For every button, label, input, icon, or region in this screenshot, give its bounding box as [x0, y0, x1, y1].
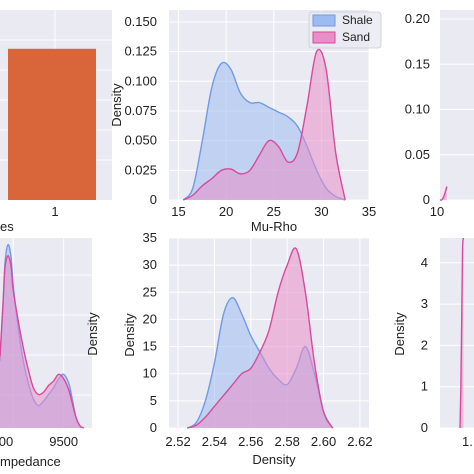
impedance-sand-area [0, 255, 84, 428]
topright-ytick-0.15: 0.15 [405, 56, 430, 71]
density-xtick-2.60: 2.60 [311, 434, 336, 449]
murho-ylabel: Density [109, 83, 124, 127]
density-ytick-20: 20 [143, 311, 157, 326]
topright-xtick-10: 10 [430, 204, 444, 219]
legend-sand-label: Sand [342, 30, 370, 44]
legend-shale-label: Shale [342, 13, 373, 27]
murho-ytick-0.150: 0.150 [124, 14, 157, 29]
density-ylabel: Density [122, 313, 137, 357]
bottomright-sand-line [459, 237, 465, 429]
density-xtick-2.62: 2.62 [347, 434, 372, 449]
density-xtick-2.54: 2.54 [202, 434, 227, 449]
impedance-ylabel: Density [85, 312, 100, 356]
density-ytick-5: 5 [150, 393, 157, 408]
topright-ytick-0.10: 0.10 [405, 102, 430, 117]
impedance-sand-line [0, 255, 85, 429]
topright-ytick-0: 0 [423, 192, 430, 207]
impedance-xlabel: mpedance [0, 454, 61, 469]
murho-ytick-0.100: 0.100 [124, 73, 157, 88]
murho-ytick-0.125: 0.125 [124, 44, 157, 59]
murho-xtick-25: 25 [267, 204, 281, 219]
murho-xlabel: Mu-Rho [251, 219, 297, 234]
topright-sand-line [439, 186, 448, 201]
density-ytick-35: 35 [143, 230, 157, 245]
density-xtick-2.52: 2.52 [165, 434, 190, 449]
density-sand-area [187, 247, 333, 428]
murho-xtick-20: 20 [219, 204, 233, 219]
legend-shale-swatch [312, 14, 336, 27]
density-xtick-2.56: 2.56 [238, 434, 263, 449]
topright-ytick-0.20: 0.20 [405, 11, 430, 26]
impedance-xtick-9500: 9500 [49, 434, 78, 449]
murho-ytick-0.050: 0.050 [124, 133, 157, 148]
topright-ytick-0.05: 0.05 [405, 147, 430, 162]
density-ytick-15: 15 [143, 339, 157, 354]
murho-ytick-0: 0 [150, 192, 157, 207]
panel-top-right [440, 10, 474, 200]
bottomright-ylabel: Density [392, 312, 407, 356]
density-xtick-2.58: 2.58 [275, 434, 300, 449]
bottomright-ytick-2: 2 [421, 337, 428, 352]
density-sand-line [186, 247, 334, 429]
legend-sand-swatch [312, 31, 336, 44]
density-ytick-25: 25 [143, 284, 157, 299]
topright-sand-area [440, 186, 447, 201]
bottomright-xtick: 1. [462, 434, 473, 449]
density-ytick-30: 30 [143, 257, 157, 272]
bottomright-ytick-4: 4 [421, 255, 428, 270]
murho-xtick-30: 30 [314, 204, 328, 219]
murho-sand-line [182, 48, 346, 201]
bottomright-ytick-1: 1 [421, 379, 428, 394]
murho-ytick-0.075: 0.075 [124, 103, 157, 118]
panel-bottom-right [440, 238, 474, 428]
bottomright-ytick-3: 3 [421, 296, 428, 311]
bar-1 [8, 48, 96, 200]
density-ytick-0: 0 [150, 420, 157, 435]
impedance-xtick-9000: 00 [0, 434, 13, 449]
murho-sand-area [183, 49, 346, 201]
murho-xtick-35: 35 [362, 204, 376, 219]
murho-xtick-15: 15 [171, 204, 185, 219]
density-ytick-10: 10 [143, 366, 157, 381]
density-xlabel: Density [252, 452, 296, 467]
bottomright-ytick-0: 0 [421, 420, 428, 435]
murho-ytick-0.025: 0.025 [124, 162, 157, 177]
bar-xlabel: es [0, 219, 14, 234]
bar-xtick-1: 1 [51, 204, 58, 219]
